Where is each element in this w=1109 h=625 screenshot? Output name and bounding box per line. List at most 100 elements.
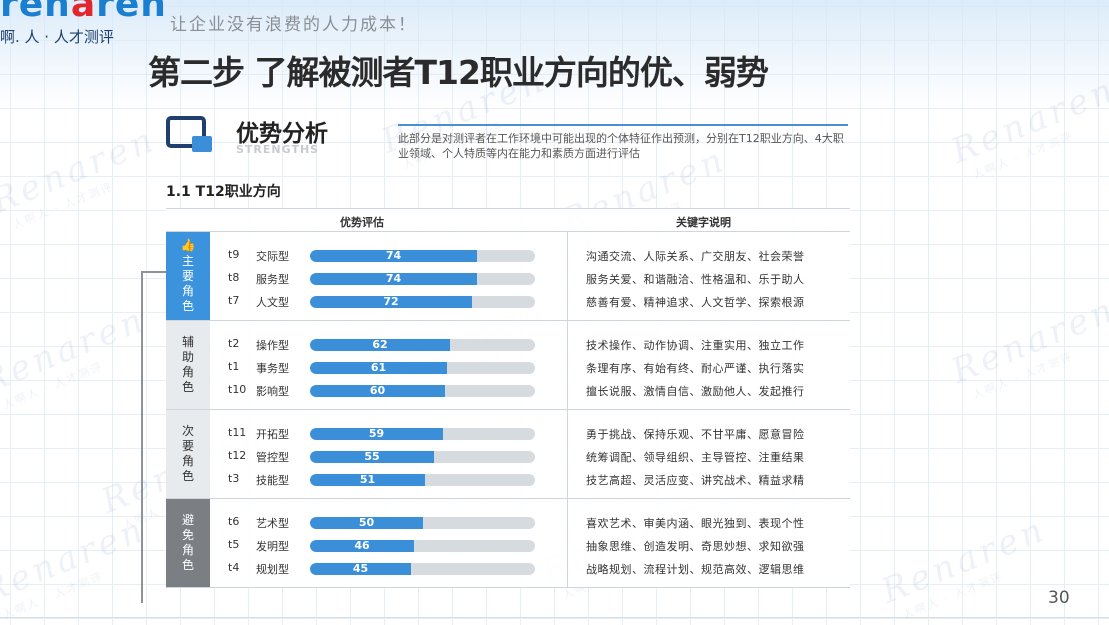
keyword-text: 技术操作、动作协调、注重实用、独立工作	[586, 339, 805, 352]
bracket-line	[141, 271, 143, 603]
brand-logo: renaren	[0, 0, 167, 25]
type-code: t4	[228, 561, 240, 574]
score-bar-track: 74	[310, 250, 535, 262]
keyword-text: 技艺高超、灵活应变、讲究战术、精益求精	[586, 474, 805, 487]
type-code: t5	[228, 538, 240, 551]
thumbs-up-icon: 👍	[180, 238, 196, 252]
type-name: 艺术型	[256, 517, 289, 530]
score-label: 74	[385, 273, 402, 285]
score-label: 59	[368, 428, 385, 440]
type-name: 开拓型	[256, 428, 289, 441]
type-name: 事务型	[256, 362, 289, 375]
keyword-text: 条理有序、有始有终、耐心严谨、执行落实	[586, 362, 805, 375]
role-group: 辅助角色 t2 操作型 62 技术操作、动作协调、注重实用、独立工作 t1 事务型 61 条理有…	[166, 321, 850, 410]
type-name: 发明型	[256, 540, 289, 553]
column-divider	[567, 232, 568, 588]
header-wash	[0, 0, 1109, 110]
bracket-tick	[141, 271, 166, 273]
type-name: 交际型	[256, 250, 289, 263]
score-bar	[310, 451, 434, 463]
type-name: 影响型	[256, 385, 289, 398]
table-row: t3 技能型 51 技艺高超、灵活应变、讲究战术、精益求精	[210, 468, 850, 491]
type-code: t12	[228, 449, 247, 462]
score-bar-track: 50	[310, 517, 535, 529]
table-row: t6 艺术型 50 喜欢艺术、审美内涵、眼光独到、表现个性	[210, 511, 850, 534]
table-row: t5 发明型 46 抽象思维、创造发明、奇思妙想、求知欲强	[210, 534, 850, 557]
role-cell: 次要角色	[166, 410, 210, 498]
role-label: 避免角色	[181, 513, 194, 572]
keyword-text: 擅长说服、激情自信、激励他人、发起推行	[586, 385, 805, 398]
score-bar-track: 62	[310, 339, 535, 351]
role-label: 辅助角色	[181, 335, 194, 394]
section-subtitle: STRENGTHS	[236, 143, 320, 156]
score-bar	[310, 540, 414, 552]
score-bar	[310, 362, 447, 374]
type-code: t6	[228, 515, 240, 528]
subheading: 1.1 T12职业方向	[166, 184, 281, 200]
table-row: t1 事务型 61 条理有序、有始有终、耐心严谨、执行落实	[210, 356, 850, 379]
score-bar	[310, 296, 472, 308]
score-label: 61	[370, 362, 387, 374]
score-bar-track: 45	[310, 563, 535, 575]
type-code: t7	[228, 294, 240, 307]
type-name: 服务型	[256, 273, 289, 286]
keyword-text: 战略规划、流程计划、规范高效、逻辑思维	[586, 563, 805, 576]
score-bar-track: 51	[310, 474, 535, 486]
type-code: t8	[228, 271, 240, 284]
role-group: 避免角色 t6 艺术型 50 喜欢艺术、审美内涵、眼光独到、表现个性 t5 发明型 46 抽象思…	[166, 499, 850, 588]
score-bar	[310, 339, 450, 351]
table-row: t4 规划型 45 战略规划、流程计划、规范高效、逻辑思维	[210, 557, 850, 580]
brand-tagline: 啊. 人 · 人才测评	[0, 28, 114, 46]
score-label: 60	[369, 385, 386, 397]
keyword-text: 服务关爱、和谐融洽、性格温和、乐于助人	[586, 273, 805, 286]
score-bar-track: 55	[310, 451, 535, 463]
bottom-rule	[0, 617, 1109, 618]
score-label: 46	[354, 540, 370, 552]
strengths-table: 优势评估 关键字说明 👍 主要角色 t9 交际型 74 沟通交流、人际关系、广交朋友、社会…	[166, 208, 850, 588]
page-number: 30	[1048, 588, 1070, 608]
score-bar	[310, 273, 477, 285]
role-label: 主要角色	[181, 254, 194, 313]
score-label: 45	[352, 563, 369, 575]
role-cell: 辅助角色	[166, 321, 210, 409]
role-cell: 避免角色	[166, 499, 210, 587]
table-row: t8 服务型 74 服务关爱、和谐融洽、性格温和、乐于助人	[210, 267, 850, 290]
type-code: t11	[228, 426, 247, 439]
table-header: 优势评估 关键字说明	[166, 208, 850, 232]
type-name: 人文型	[256, 296, 289, 309]
score-bar	[310, 428, 443, 440]
score-bar-track: 61	[310, 362, 535, 374]
keyword-text: 慈善有爱、精神追求、人文哲学、探索根源	[586, 296, 805, 309]
role-group: 次要角色 t11 开拓型 59 勇于挑战、保持乐观、不甘平庸、愿意冒险 t12 管控型 55 统…	[166, 410, 850, 499]
score-bar	[310, 385, 445, 397]
type-name: 技能型	[256, 474, 289, 487]
role-label: 次要角色	[181, 424, 194, 483]
type-code: t1	[228, 360, 240, 373]
keyword-text: 沟通交流、人际关系、广交朋友、社会荣誉	[586, 250, 805, 263]
score-label: 51	[359, 474, 376, 486]
table-row: t9 交际型 74 沟通交流、人际关系、广交朋友、社会荣誉	[210, 244, 850, 267]
score-bar	[310, 563, 411, 575]
table-row: t12 管控型 55 统筹调配、领导组织、主导管控、注重结果	[210, 445, 850, 468]
type-code: t2	[228, 337, 240, 350]
score-label: 55	[364, 451, 380, 463]
table-row: t2 操作型 62 技术操作、动作协调、注重实用、独立工作	[210, 333, 850, 356]
score-bar-track: 46	[310, 540, 535, 552]
score-label: 74	[385, 250, 402, 262]
section-rule	[398, 124, 848, 126]
monitor-icon	[166, 116, 212, 152]
score-bar	[310, 517, 423, 529]
score-bar	[310, 250, 477, 262]
keyword-text: 统筹调配、领导组织、主导管控、注重结果	[586, 451, 805, 464]
role-group: 👍 主要角色 t9 交际型 74 沟通交流、人际关系、广交朋友、社会荣誉 t8 服务型 74 服务…	[166, 232, 850, 321]
score-label: 62	[372, 339, 388, 351]
keyword-text: 喜欢艺术、审美内涵、眼光独到、表现个性	[586, 517, 805, 530]
slogan: 让企业没有浪费的人力成本！	[170, 15, 417, 35]
score-bar-track: 59	[310, 428, 535, 440]
header-left: 优势评估	[340, 216, 384, 229]
score-label: 72	[383, 296, 399, 308]
type-code: t10	[228, 383, 247, 396]
score-bar-track: 72	[310, 296, 535, 308]
score-bar-track: 74	[310, 273, 535, 285]
type-name: 规划型	[256, 563, 289, 576]
